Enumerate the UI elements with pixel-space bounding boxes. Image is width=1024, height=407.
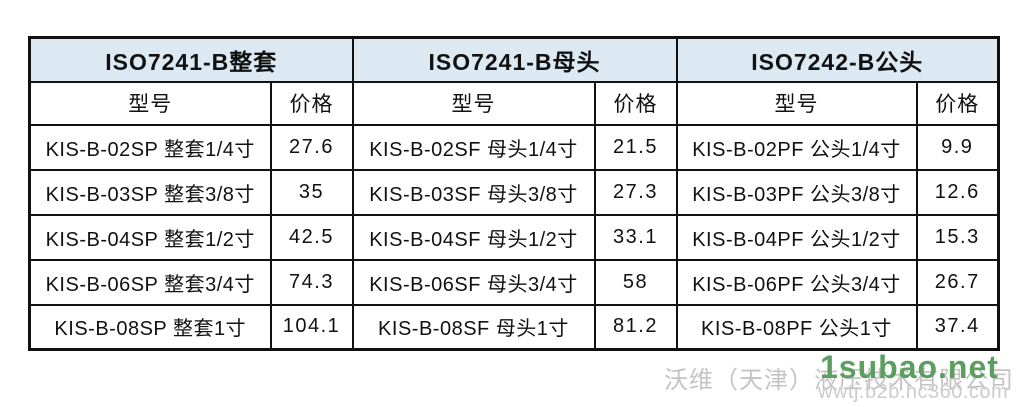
model-column-header: 型号 (351, 80, 596, 126)
model-cell: KIS-B-08SP 整套1寸 (28, 303, 272, 351)
price-cell: 35 (269, 168, 354, 216)
column-header-row: 型号 价格 型号 价格 型号 价格 (28, 80, 1000, 126)
model-cell: KIS-B-04PF 公头1/2寸 (675, 213, 918, 261)
model-cell: KIS-B-04SF 母头1/2寸 (351, 213, 596, 261)
watermark-site-logo: 1subao.net (820, 349, 999, 385)
price-cell: 33.1 (593, 213, 678, 261)
price-cell: 81.2 (593, 303, 678, 351)
model-cell: KIS-B-03SP 整套3/8寸 (28, 168, 272, 216)
model-cell: KIS-B-02PF 公头1/4寸 (675, 123, 918, 171)
model-column-header: 型号 (675, 80, 918, 126)
price-column-header: 价格 (269, 80, 354, 126)
watermark-company-name: 沃维（天津）液压技术有限公司 (664, 367, 1014, 394)
price-cell: 15.3 (915, 213, 1000, 261)
watermark-url: wwtj.b2b.hc360.com (818, 381, 1009, 403)
table-row: KIS-B-03SP 整套3/8寸 35 KIS-B-03SF 母头3/8寸 2… (28, 168, 1000, 216)
price-column-header: 价格 (593, 80, 678, 126)
model-cell: KIS-B-03PF 公头3/8寸 (675, 168, 918, 216)
model-column-header: 型号 (28, 80, 272, 126)
price-cell: 27.3 (593, 168, 678, 216)
table-row: KIS-B-02SP 整套1/4寸 27.6 KIS-B-02SF 母头1/4寸… (28, 123, 1000, 171)
price-cell: 104.1 (269, 303, 354, 351)
price-table: ISO7241-B整套 ISO7241-B母头 ISO7242-B公头 型号 价… (28, 36, 1000, 351)
model-cell: KIS-B-04SP 整套1/2寸 (28, 213, 272, 261)
price-cell: 26.7 (915, 258, 1000, 306)
model-cell: KIS-B-03SF 母头3/8寸 (351, 168, 596, 216)
price-cell: 12.6 (915, 168, 1000, 216)
model-cell: KIS-B-02SP 整套1/4寸 (28, 123, 272, 171)
model-cell: KIS-B-06SP 整套3/4寸 (28, 258, 272, 306)
price-cell: 37.4 (915, 303, 1000, 351)
price-cell: 27.6 (269, 123, 354, 171)
table-row: KIS-B-08SP 整套1寸 104.1 KIS-B-08SF 母头1寸 81… (28, 303, 1000, 351)
section-title-row: ISO7241-B整套 ISO7241-B母头 ISO7242-B公头 (28, 36, 1000, 83)
section-title-male: ISO7242-B公头 (675, 36, 1000, 83)
table-row: KIS-B-06SP 整套3/4寸 74.3 KIS-B-06SF 母头3/4寸… (28, 258, 1000, 306)
model-cell: KIS-B-06SF 母头3/4寸 (351, 258, 596, 306)
price-column-header: 价格 (915, 80, 1000, 126)
section-title-female: ISO7241-B母头 (351, 36, 678, 83)
model-cell: KIS-B-02SF 母头1/4寸 (351, 123, 596, 171)
price-cell: 42.5 (269, 213, 354, 261)
price-cell: 74.3 (269, 258, 354, 306)
price-cell: 21.5 (593, 123, 678, 171)
model-cell: KIS-B-06PF 公头3/4寸 (675, 258, 918, 306)
model-cell: KIS-B-08PF 公头1寸 (675, 303, 918, 351)
price-cell: 9.9 (915, 123, 1000, 171)
table-row: KIS-B-04SP 整套1/2寸 42.5 KIS-B-04SF 母头1/2寸… (28, 213, 1000, 261)
model-cell: KIS-B-08SF 母头1寸 (351, 303, 596, 351)
price-cell: 58 (593, 258, 678, 306)
section-title-full-set: ISO7241-B整套 (28, 36, 354, 83)
